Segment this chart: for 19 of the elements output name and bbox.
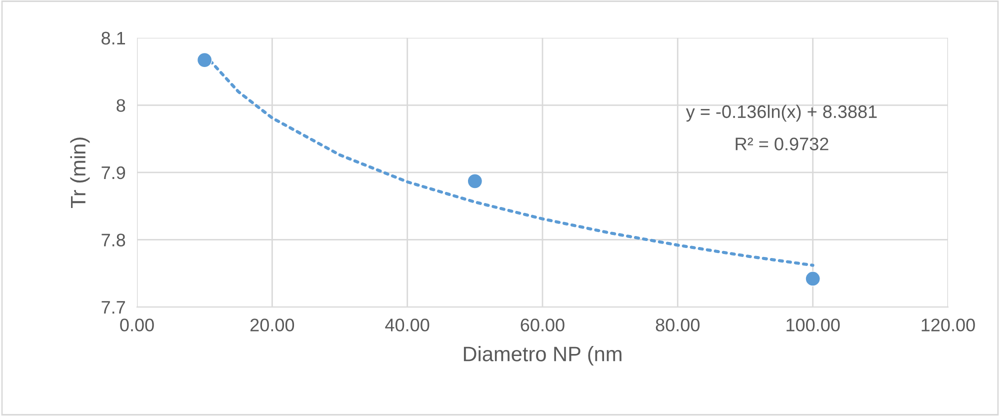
x-tick-label: 20.00 (250, 318, 294, 332)
y-tick-label: 8 (116, 99, 126, 112)
y-axis-title: Tr (min) (70, 138, 90, 208)
annotation: R² = 0.9732 (736, 138, 828, 150)
x-tick-label: 120.00 (922, 318, 975, 332)
x-axis-title: Diametro NP (nm (464, 346, 622, 366)
annotation: y = -0.136ln(x) + 8.3881 (686, 104, 877, 122)
point (805, 271, 820, 286)
point (196, 52, 212, 68)
y-tick-label: 7.9 (102, 166, 126, 180)
x-tick-label: 40.00 (385, 318, 430, 332)
x-tick-label: 100.00 (786, 318, 840, 332)
y-tick-label: 8.1 (102, 32, 126, 45)
y-tick-label: 7.7 (102, 301, 125, 314)
y-tick-label: 7.8 (102, 234, 126, 246)
x-tick-label: 80.00 (656, 318, 700, 332)
x-tick-label: 0.00 (120, 318, 154, 332)
point (467, 174, 483, 189)
x-tick-label: 60.00 (520, 318, 564, 332)
